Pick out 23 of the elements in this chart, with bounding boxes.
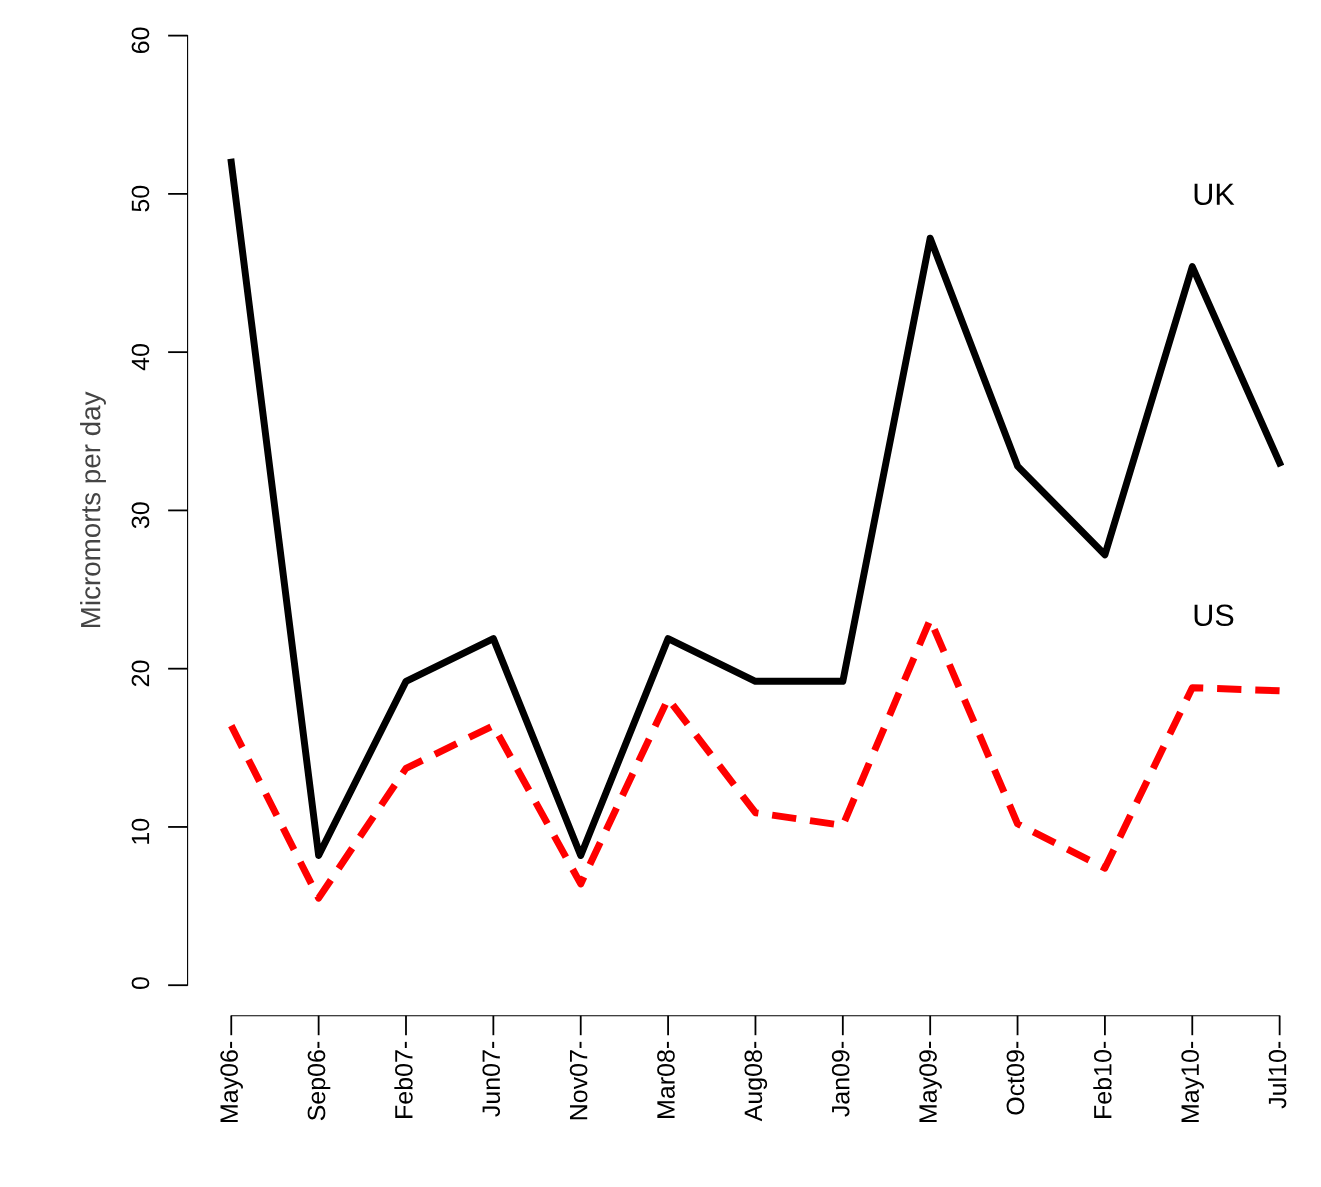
x-tick-label: Aug08- (744, 1041, 768, 1122)
y-tick-label: 20 (131, 660, 150, 687)
y-tick-label: 30 (131, 502, 150, 529)
x-tick-label: May06- (220, 1041, 243, 1123)
x-tick-label: Jun07- (482, 1041, 501, 1117)
x-tick-label: Sep06- (307, 1041, 331, 1121)
x-tick-label: Oct09- (1006, 1041, 1025, 1115)
y-tick-label: 0 (131, 977, 150, 990)
x-tick-label: Nov07- (569, 1041, 588, 1120)
y-axis-title: Micromorts per day (80, 391, 106, 627)
x-tick-label: May09- (919, 1041, 942, 1123)
x-tick-label: Jan09- (831, 1041, 850, 1117)
x-tick-label: Jul10- (1267, 1041, 1287, 1109)
y-tick-label: 60 (131, 27, 150, 54)
y-tick-label: 50 (131, 185, 150, 212)
x-tick-label: Mar08- (657, 1041, 675, 1118)
x-tick-label: Feb10- (1093, 1041, 1112, 1118)
x-tick-label: May10- (1181, 1041, 1204, 1123)
x-tick-label: Feb07- (394, 1041, 413, 1118)
text: UK (1194, 183, 1235, 206)
text: US (1194, 604, 1234, 627)
y-tick-label: 10 (131, 818, 150, 844)
y-tick-label: 40 (131, 344, 150, 371)
